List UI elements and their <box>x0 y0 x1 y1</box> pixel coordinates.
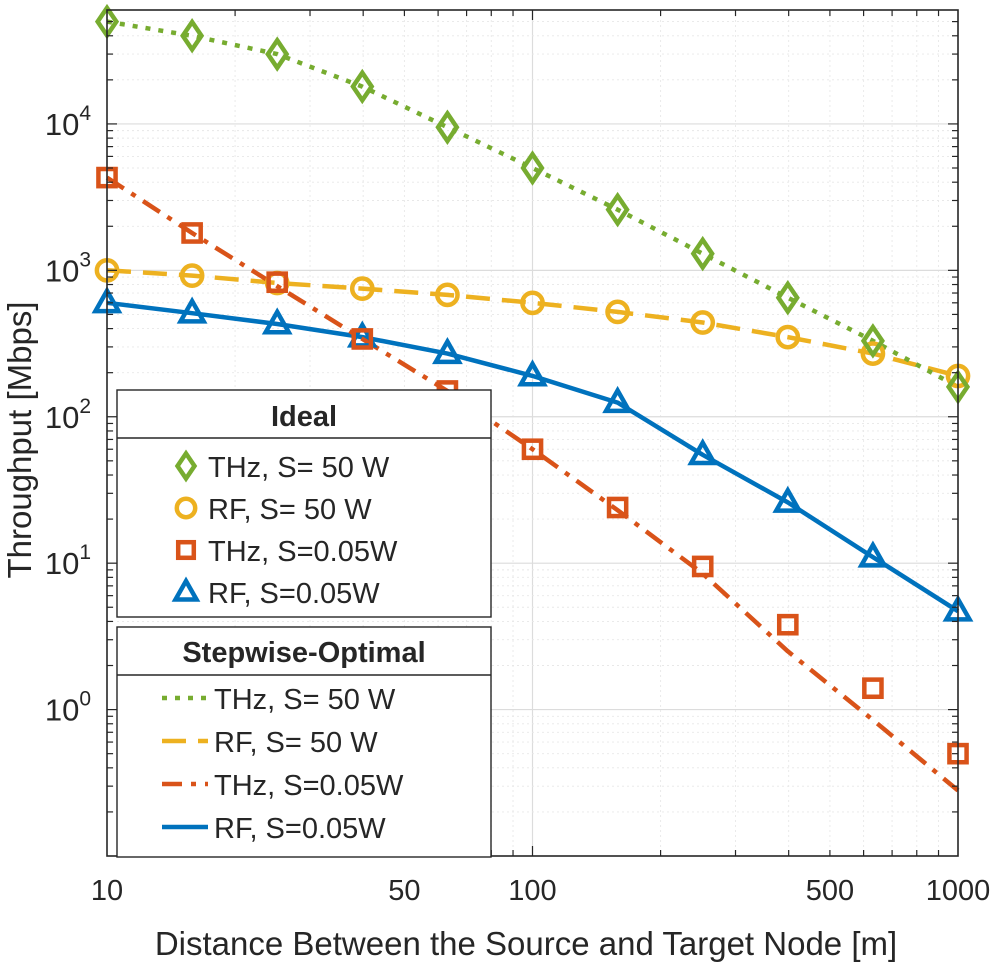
data-point-marker <box>687 438 719 466</box>
legend-ideal-marker <box>171 576 201 602</box>
data-point-marker <box>517 359 548 387</box>
x-tick-label: 1000 <box>926 875 991 907</box>
x-tick-label: 100 <box>508 875 556 907</box>
legend-ideal: Ideal THz, S= 50 W RF, S= 50 W THz, S=0.05… <box>116 389 492 618</box>
legend-stepwise-label: THz, S=0.05W <box>214 770 404 802</box>
data-point-marker <box>351 328 374 350</box>
data-point-marker <box>860 341 886 366</box>
x-tick-label: 500 <box>806 875 854 907</box>
legend-stepwise-title: Stepwise-Optimal <box>182 637 425 669</box>
data-point-marker <box>176 296 208 324</box>
data-point-marker <box>690 310 716 335</box>
legend-ideal-label: THz, S= 50 W <box>208 452 390 484</box>
legend-stepwise-label: RF, S= 50 W <box>214 727 378 759</box>
legend-ideal-label: RF, S=0.05W <box>208 578 380 610</box>
data-point-marker <box>772 485 804 513</box>
data-point-marker <box>602 385 634 414</box>
data-point-marker <box>857 540 889 568</box>
data-point-marker <box>690 235 715 272</box>
data-point-marker <box>520 290 545 316</box>
data-point-marker <box>862 677 884 700</box>
y-axis-label: Throughput [Mbps] <box>1 302 38 579</box>
legend-ideal-title: Ideal <box>271 401 337 433</box>
data-point-marker <box>605 191 630 228</box>
data-point-marker <box>180 18 205 54</box>
data-point-marker <box>431 336 463 365</box>
legend-ideal-marker <box>174 496 198 520</box>
legend-stepwise-optimal: Stepwise-Optimal THz, S= 50 W RF, S= 50 W… <box>116 626 492 858</box>
legend-ideal-label: RF, S= 50 W <box>208 494 372 526</box>
data-point-marker <box>349 276 375 302</box>
data-point-marker <box>181 222 203 244</box>
series-line <box>106 19 960 389</box>
data-point-marker <box>179 263 205 289</box>
data-point-marker <box>775 279 800 316</box>
data-point-marker <box>435 109 460 145</box>
x-axis-label: Distance Between the Source and Target N… <box>155 925 897 962</box>
data-point-marker <box>605 299 630 325</box>
data-point-marker <box>350 68 375 105</box>
plot-series <box>91 3 974 793</box>
series-line <box>105 175 960 793</box>
data-point-marker <box>266 271 289 294</box>
legend-ideal-marker <box>175 539 197 561</box>
data-point-marker <box>265 36 290 72</box>
data-point-marker <box>261 307 293 335</box>
x-tick-label: 50 <box>388 875 420 907</box>
legend-stepwise-label: RF, S=0.05W <box>214 813 386 845</box>
legend-ideal-marker <box>174 449 198 483</box>
data-point-marker <box>860 323 885 359</box>
data-point-marker <box>435 282 460 308</box>
ticks <box>107 10 958 856</box>
x-tick-label: 10 <box>91 875 123 907</box>
data-point-marker <box>775 324 801 350</box>
data-point-marker <box>776 613 799 636</box>
data-point-marker <box>691 555 714 578</box>
data-point-marker <box>520 150 545 186</box>
series-line <box>106 300 960 614</box>
legend-stepwise-label: THz, S= 50 W <box>214 684 396 716</box>
legend-ideal-label: THz, S=0.05W <box>208 536 398 568</box>
data-point-marker <box>606 496 629 519</box>
data-point-marker <box>521 438 544 461</box>
